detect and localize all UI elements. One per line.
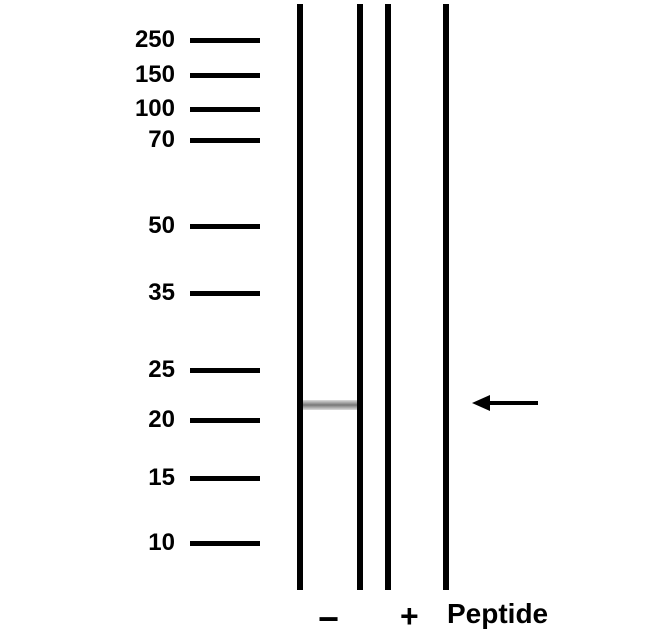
band-indicator-arrow	[470, 388, 540, 423]
marker-tick-70	[190, 138, 260, 143]
marker-tick-10	[190, 541, 260, 546]
marker-tick-100	[190, 107, 260, 112]
marker-label-70: 70	[148, 126, 175, 154]
marker-tick-150	[190, 73, 260, 78]
marker-label-150: 150	[135, 61, 175, 89]
marker-tick-35	[190, 291, 260, 296]
lane-minus-fill	[303, 4, 357, 590]
lane-minus-right-border	[357, 4, 363, 590]
marker-tick-15	[190, 476, 260, 481]
lane-plus-label: +	[400, 598, 419, 635]
lane-plus-fill	[391, 4, 443, 590]
marker-label-25: 25	[148, 356, 175, 384]
peptide-label: Peptide	[447, 598, 548, 630]
marker-tick-25	[190, 368, 260, 373]
marker-tick-250	[190, 38, 260, 43]
protein-band	[303, 400, 357, 410]
marker-label-15: 15	[148, 464, 175, 492]
lane-minus-label: −	[318, 598, 339, 640]
western-blot-figure: 250 150 100 70 50 35 25 20 15 10 − + Peptide	[0, 0, 650, 643]
marker-tick-20	[190, 418, 260, 423]
marker-tick-50	[190, 224, 260, 229]
marker-label-35: 35	[148, 279, 175, 307]
marker-label-50: 50	[148, 212, 175, 240]
marker-label-250: 250	[135, 26, 175, 54]
marker-label-20: 20	[148, 406, 175, 434]
marker-label-100: 100	[135, 95, 175, 123]
marker-label-10: 10	[148, 529, 175, 557]
lane-plus-right-border	[443, 4, 449, 590]
